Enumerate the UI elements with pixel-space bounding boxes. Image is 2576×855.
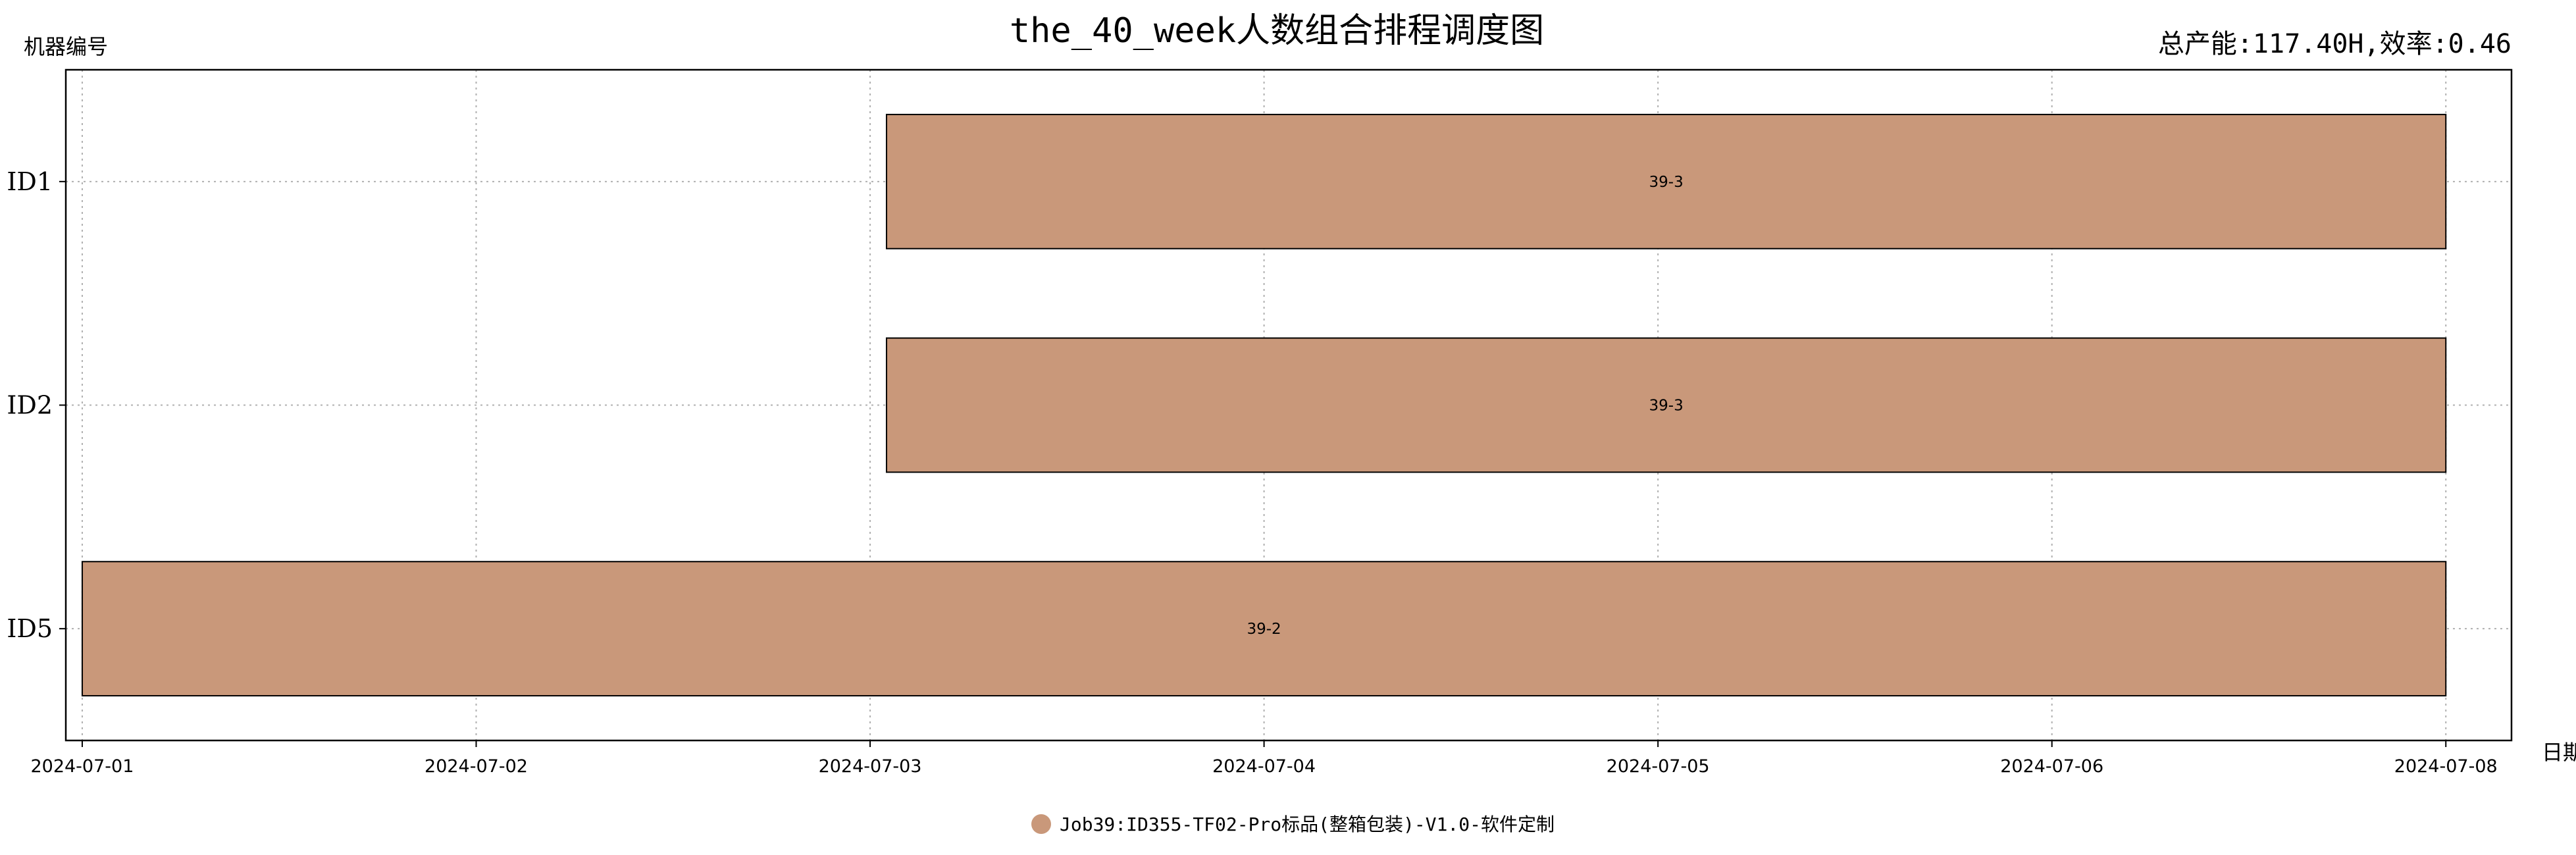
plot-frame bbox=[64, 68, 2513, 742]
chart-title: the_40_week人数组合排程调度图 bbox=[1010, 11, 1544, 51]
y-tick-label: ID5 bbox=[7, 614, 53, 643]
x-tick-label: 2024-07-08 bbox=[2394, 756, 2498, 777]
x-tick-label: 2024-07-01 bbox=[30, 756, 134, 777]
x-tick-label: 2024-07-03 bbox=[819, 756, 922, 777]
x-tick-label: 2024-07-06 bbox=[2000, 756, 2103, 777]
y-axis-label: 机器编号 bbox=[24, 34, 108, 59]
y-tick-label: ID1 bbox=[7, 167, 53, 196]
x-axis-label: 日期 bbox=[2542, 740, 2576, 765]
task-bars: 39-3 39-3 39-2 bbox=[81, 113, 2447, 697]
task-bar-label: 39-3 bbox=[1649, 398, 1684, 415]
legend-label: Job39:ID355-TF02-Pro标品(整箱包装)-V1.0-软件定制 bbox=[1060, 814, 1555, 835]
task-bar-label: 39-3 bbox=[1649, 174, 1684, 191]
task-bar bbox=[885, 337, 2447, 473]
y-tick-label: ID2 bbox=[7, 391, 53, 420]
task-bar-label: 39-2 bbox=[1247, 621, 1281, 638]
x-tick-label: 2024-07-02 bbox=[425, 756, 528, 777]
legend: Job39:ID355-TF02-Pro标品(整箱包装)-V1.0-软件定制 bbox=[1031, 814, 1555, 835]
x-tick-label: 2024-07-04 bbox=[1212, 756, 1316, 777]
y-tick-labels: ID1 ID2 ID5 bbox=[7, 167, 66, 643]
chart-subtitle: 总产能:117.40H,效率:0.46 bbox=[2158, 29, 2512, 59]
task-bar bbox=[885, 113, 2447, 249]
legend-marker bbox=[1031, 814, 1051, 834]
x-tick-labels: 2024-07-01 2024-07-02 2024-07-03 2024-07-04… bbox=[30, 740, 2498, 777]
x-tick-label: 2024-07-05 bbox=[1607, 756, 1710, 777]
task-bar bbox=[81, 561, 2447, 697]
